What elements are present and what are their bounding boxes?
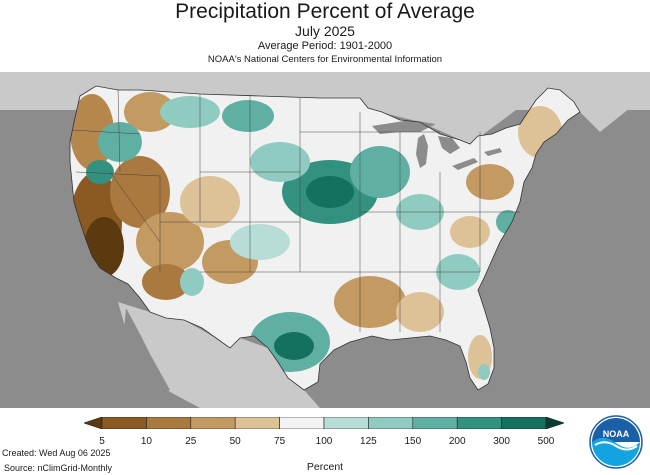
state-line-or-ca xyxy=(75,171,161,177)
colorbar-bin-25-50 xyxy=(190,417,236,429)
patch-az-nm-wet xyxy=(180,268,204,296)
average-period: Average Period: 1901-2000 xyxy=(257,40,393,52)
state-line-id-west xyxy=(117,89,121,173)
colorbar-tick-label: 500 xyxy=(537,436,555,447)
patch-lower-mississippi-dry xyxy=(334,276,406,328)
map-title: Precipitation Percent of Average xyxy=(175,0,475,23)
colorbar-tick-label: 75 xyxy=(274,436,286,447)
patch-interior-nw-wet xyxy=(98,122,142,162)
colorbar-low-arrow xyxy=(84,417,103,429)
agency-credit: NOAA's National Centers for Environmenta… xyxy=(207,54,443,65)
lake-michigan xyxy=(416,134,428,168)
patch-central-texas-very-wet xyxy=(274,332,314,360)
map-month: July 2025 xyxy=(295,23,355,39)
logo-text: NOAA xyxy=(603,429,630,439)
lake-ontario xyxy=(484,148,502,156)
colorbar-bin-100-125 xyxy=(323,417,369,429)
colorbar-bin-150-200 xyxy=(412,417,458,429)
precipitation-map xyxy=(0,72,650,408)
patch-kansas-wet xyxy=(230,224,290,260)
patch-chesapeake-wet xyxy=(496,210,520,234)
lake-erie xyxy=(452,158,478,170)
patch-iowa-very-wet xyxy=(306,176,354,208)
colorbar xyxy=(84,417,564,429)
patch-idaho-dry xyxy=(124,92,176,132)
canada-region xyxy=(0,72,650,144)
state-line-ca-nv xyxy=(109,171,161,243)
patch-alabama-dry xyxy=(396,292,444,332)
patch-appalachia-dry xyxy=(466,164,514,200)
colorbar-tick-label: 200 xyxy=(448,436,466,447)
colorbar-tick-label: 10 xyxy=(140,436,152,447)
colorbar-tick-label: 150 xyxy=(404,436,422,447)
legend-unit: Percent xyxy=(306,461,344,473)
colorbar-high-arrow xyxy=(545,417,564,429)
colorbar-tick-label: 5 xyxy=(99,436,105,447)
colorbar-ticks: 5 10 25 50 75 100 125 150 200 300 500 xyxy=(0,436,650,450)
us-land xyxy=(70,86,580,390)
map-header: Precipitation Percent of Average July 20… xyxy=(0,0,650,66)
colorbar-tick-label: 100 xyxy=(315,436,333,447)
mexico-land xyxy=(118,302,320,408)
patch-great-basin-dry xyxy=(110,156,170,228)
patch-south-florida-wet xyxy=(478,364,490,380)
state-boundaries xyxy=(71,89,520,332)
colorbar-tick-label: 25 xyxy=(185,436,197,447)
colorbar-tick-label: 125 xyxy=(360,436,377,447)
patch-rockies-dry xyxy=(180,176,240,228)
noaa-logo: NOAA xyxy=(589,415,643,469)
colorbar-bin-200-300 xyxy=(456,417,502,429)
patch-socal-very-dry xyxy=(84,217,124,277)
patch-northern-plains-wet xyxy=(222,100,274,132)
colorbar-bin-300-500 xyxy=(501,417,547,429)
state-line-wa-or xyxy=(71,129,141,135)
patch-southwest-dry xyxy=(136,212,204,272)
colorbar-bin-50-75 xyxy=(234,417,280,429)
patch-oregon-wet xyxy=(86,160,114,184)
patch-arizona-dry xyxy=(142,264,190,300)
colorbar-bin-75-100 xyxy=(279,417,325,429)
colorbar-tick-label: 50 xyxy=(229,436,241,447)
map-svg xyxy=(0,72,650,408)
patch-dakotas-wet xyxy=(250,142,310,182)
patch-great-lakes-wet xyxy=(350,146,410,198)
patch-new-england-dry xyxy=(518,106,562,158)
colorbar-bin-125-150 xyxy=(368,417,414,429)
gulf-of-california xyxy=(124,308,170,392)
colorbar-bin-5-10 xyxy=(101,417,147,429)
colorbar-svg xyxy=(84,417,564,429)
created-date: Created: Wed Aug 06 2025 xyxy=(2,448,111,458)
colorbar-bin-10-25 xyxy=(146,417,192,429)
us-outline xyxy=(69,85,581,391)
patch-montana-wet xyxy=(160,96,220,128)
data-source: Source: nClimGrid-Monthly xyxy=(4,463,113,473)
patch-mid-atlantic-dry xyxy=(450,216,490,248)
lake-huron xyxy=(438,136,460,154)
lake-superior xyxy=(372,120,436,134)
colorbar-tick-label: 300 xyxy=(493,436,510,447)
